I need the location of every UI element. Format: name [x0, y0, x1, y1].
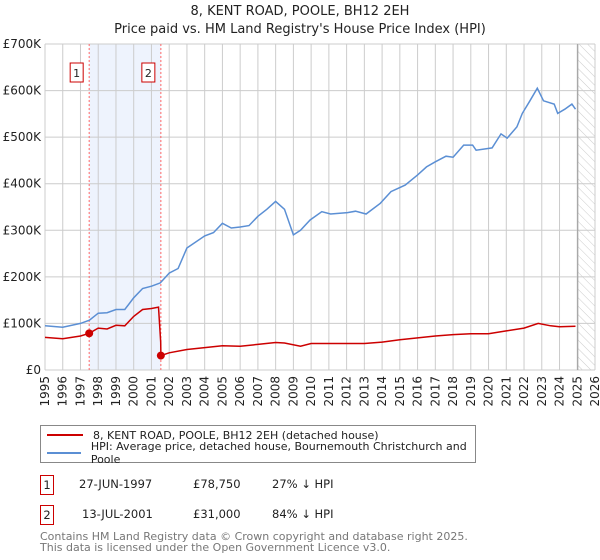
x-tick-label: 2023 [535, 376, 549, 407]
legend-swatch-hpi [47, 452, 81, 454]
x-tick-label: 2005 [215, 376, 229, 407]
x-tick-label: 2013 [357, 376, 371, 407]
x-tick-label: 1996 [56, 376, 70, 407]
sale-date: 27-JUN-1997 [79, 477, 153, 491]
sale-price: £31,000 [193, 507, 241, 521]
x-tick-label: 1998 [91, 376, 105, 407]
legend-label: 8, KENT ROAD, POOLE, BH12 2EH (detached … [93, 428, 379, 442]
y-tick-label: £300K [3, 223, 43, 237]
sale-label-box [141, 62, 156, 83]
x-tick-label: 2012 [340, 376, 354, 407]
x-tick-label: 2024 [553, 376, 567, 407]
y-tick-label: £500K [3, 130, 43, 144]
footer: Contains HM Land Registry data © Crown c… [40, 531, 468, 553]
legend: 8, KENT ROAD, POOLE, BH12 2EH (detached … [40, 425, 476, 466]
x-tick-label: 2015 [393, 376, 407, 407]
sale-date: 13-JUL-2001 [82, 507, 153, 521]
chart-title: 8, KENT ROAD, POOLE, BH12 2EH [190, 4, 410, 19]
hpi-line [44, 86, 577, 328]
sale-point [156, 351, 165, 360]
y-tick-label: £700K [3, 37, 43, 51]
sale-label: 2 [145, 67, 152, 80]
forecast-hatch [577, 44, 595, 370]
x-tick-label: 2018 [446, 376, 460, 407]
price-chart: £0 £100K £200K £300K £400K £500K £600K £700K 199… [3, 37, 600, 407]
x-tick-label: 1999 [109, 376, 123, 407]
x-tick-label: 2006 [233, 376, 247, 407]
x-tick-label: 2017 [428, 376, 442, 407]
ownership-band [89, 44, 161, 370]
chart-subtitle: Price paid vs. HM Land Registry's House … [114, 22, 486, 37]
y-tick-label: £600K [3, 84, 43, 98]
sale-point [85, 329, 94, 338]
sale-hpi-diff: 84% ↓ HPI [272, 507, 334, 521]
y-tick-label: £200K [3, 270, 43, 284]
x-tick-label: 2026 [588, 376, 600, 407]
y-tick-label: £100K [3, 316, 43, 330]
x-tick-label: 2002 [162, 376, 176, 407]
x-tick-label: 2022 [517, 376, 531, 407]
footer-licence: This data is licensed under the Open Gov… [40, 541, 391, 554]
sale-price: £78,750 [193, 477, 241, 491]
sale-label: 1 [73, 67, 80, 80]
x-tick-label: 2011 [322, 376, 336, 407]
y-tick-label: £0 [26, 363, 41, 377]
sale-marker-badge: 1 [40, 475, 54, 495]
footer-copyright: Contains HM Land Registry data © Crown c… [40, 530, 468, 543]
sale-marker-badge: 2 [40, 505, 54, 525]
sale-label-box [69, 62, 84, 83]
x-tick-label: 2000 [127, 376, 141, 407]
x-tick-label: 2019 [464, 376, 478, 407]
x-tick-label: 2001 [144, 376, 158, 407]
x-tick-label: 2003 [180, 376, 194, 407]
x-tick-label: 2025 [570, 376, 584, 407]
x-tick-label: 1997 [73, 376, 87, 407]
x-tick-label: 2021 [499, 376, 513, 407]
x-tick-label: 2009 [286, 376, 300, 407]
x-tick-label: 2010 [304, 376, 318, 407]
legend-swatch-property [47, 434, 83, 436]
x-tick-label: 2008 [269, 376, 283, 407]
x-tick-label: 2016 [411, 376, 425, 407]
y-tick-label: £400K [3, 177, 43, 191]
x-tick-label: 2014 [375, 376, 389, 407]
property-price-line [44, 306, 576, 357]
x-tick-label: 2007 [251, 376, 265, 407]
legend-item-hpi: HPI: Average price, detached house, Bour… [47, 440, 475, 466]
x-tick-label: 1995 [38, 376, 52, 407]
x-tick-label: 2020 [482, 376, 496, 407]
sale-hpi-diff: 27% ↓ HPI [272, 477, 334, 491]
legend-item-property: 8, KENT ROAD, POOLE, BH12 2EH (detached … [47, 427, 379, 443]
x-tick-label: 2004 [198, 376, 212, 407]
legend-label: HPI: Average price, detached house, Bour… [90, 440, 467, 466]
